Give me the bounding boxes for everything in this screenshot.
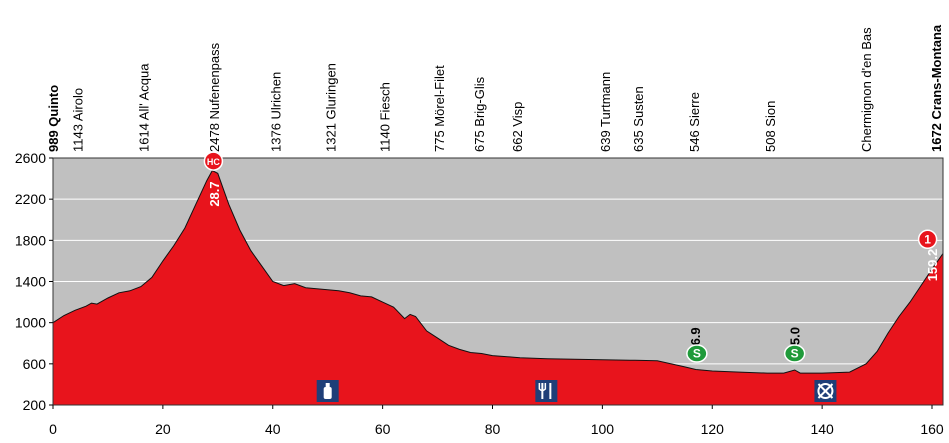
location-label: Chermignon d'en Bas — [859, 27, 874, 152]
location-label: 639 Turtmann — [598, 72, 613, 152]
x-tick-label: 160 — [920, 421, 944, 437]
y-tick-label: 2600 — [15, 150, 46, 166]
x-tick-label: 0 — [49, 421, 57, 437]
y-tick-label: 1800 — [15, 232, 46, 248]
bottle-cap — [325, 383, 330, 387]
location-label: 508 Sion — [763, 101, 778, 152]
elevation-area — [52, 169, 944, 406]
sprint-badge: S — [686, 344, 708, 363]
location-label: 662 Visp — [510, 102, 525, 152]
location-label: 1614 All' Acqua — [137, 63, 152, 152]
feed-bottle-icon — [316, 380, 339, 402]
sprint-badge-shape — [686, 344, 708, 363]
badge-label: 1 — [924, 232, 931, 246]
badge-label: S — [693, 347, 701, 361]
location-label: 1140 Fiesch — [377, 82, 392, 152]
climb-badge-shape — [917, 229, 938, 250]
food-zone-icon — [535, 380, 558, 402]
x-tick-label: 120 — [701, 421, 725, 437]
service-icons — [316, 380, 837, 402]
x-tick-label: 80 — [485, 421, 501, 437]
location-label: 989 Quinto — [46, 85, 61, 152]
badge-label: HC — [207, 157, 220, 167]
y-tick-label: 1000 — [15, 315, 46, 331]
x-tick-label: 20 — [155, 421, 171, 437]
badge-label: S — [791, 347, 799, 361]
location-label: 546 Sierre — [687, 92, 702, 152]
y-tick-label: 2200 — [15, 191, 46, 207]
y-tick-label: 600 — [23, 356, 47, 372]
x-axis-ticks: 0 20 40 60 80 100 120 140 160 — [49, 405, 944, 437]
sprint-badge: S — [783, 344, 806, 363]
no-sign-slash-b — [817, 383, 834, 399]
km-marker-label: 159.2 — [925, 249, 940, 282]
km-marker-label: 28.7 — [207, 181, 222, 206]
location-label: 775 Mörel-Filet — [432, 65, 447, 152]
fork-tines — [538, 383, 547, 392]
location-label: 1143 Airolo — [71, 88, 86, 152]
no-feeding-icon — [814, 380, 837, 402]
location-labels: 989 Quinto 1143 Airolo 1614 All' Acqua 2478… — [46, 24, 944, 152]
climb-category-badge: 1 — [917, 229, 938, 250]
no-sign-ring — [817, 383, 834, 399]
climb-category-badge: HC — [203, 151, 224, 171]
x-tick-label: 60 — [375, 421, 391, 437]
bottle-shape — [323, 387, 332, 399]
location-label: 1376 Ulrichen — [269, 72, 284, 152]
sprint-badge-shape — [783, 344, 806, 363]
x-tick-label: 40 — [265, 421, 281, 437]
y-axis-ticks: 200 600 1000 1400 1800 2200 2600 — [15, 150, 53, 413]
location-label: 635 Susten — [631, 86, 646, 152]
location-label: 1672 Crans-Montana — [929, 24, 944, 152]
climb-badge-shape — [203, 151, 224, 171]
y-tick-label: 1400 — [15, 274, 46, 290]
x-tick-label: 140 — [810, 421, 834, 437]
service-icon-box — [535, 380, 558, 402]
location-label: 2478 Nufenenpass — [207, 42, 222, 152]
y-tick-label: 200 — [23, 397, 47, 413]
location-label: 675 Brig-Glis — [472, 76, 487, 152]
category-badges: HC S S 1 — [203, 151, 938, 363]
x-tick-label: 100 — [591, 421, 615, 437]
location-label: 1321 Gluringen — [323, 63, 338, 152]
